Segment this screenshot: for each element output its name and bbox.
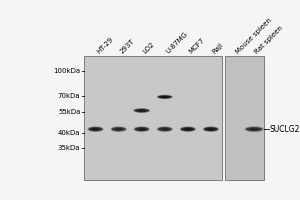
Ellipse shape — [203, 126, 219, 132]
Ellipse shape — [134, 126, 150, 132]
Text: Raji: Raji — [211, 42, 224, 55]
Ellipse shape — [134, 109, 149, 112]
Text: 293T: 293T — [118, 38, 135, 55]
Ellipse shape — [133, 108, 150, 113]
Ellipse shape — [207, 128, 215, 130]
Ellipse shape — [180, 126, 196, 132]
Ellipse shape — [110, 126, 127, 132]
Text: Mouse spleen: Mouse spleen — [234, 17, 272, 55]
Bar — [224, 56, 264, 180]
Ellipse shape — [157, 95, 173, 99]
Ellipse shape — [157, 126, 173, 132]
Ellipse shape — [246, 127, 262, 131]
Bar — [84, 56, 223, 180]
Ellipse shape — [244, 126, 264, 132]
Ellipse shape — [92, 128, 100, 130]
Text: U-87MG: U-87MG — [165, 31, 189, 55]
Text: LO2: LO2 — [142, 41, 155, 55]
Ellipse shape — [160, 128, 169, 130]
Ellipse shape — [135, 127, 149, 131]
Text: 40kDa: 40kDa — [58, 130, 80, 136]
Ellipse shape — [158, 127, 172, 131]
Ellipse shape — [87, 126, 104, 132]
Text: Rat spleen: Rat spleen — [254, 25, 284, 55]
Ellipse shape — [249, 128, 259, 130]
Ellipse shape — [88, 127, 103, 131]
Text: HT-29: HT-29 — [95, 36, 114, 55]
Ellipse shape — [112, 127, 126, 131]
Ellipse shape — [115, 128, 123, 130]
Text: 35kDa: 35kDa — [58, 145, 80, 151]
Ellipse shape — [204, 127, 218, 131]
Ellipse shape — [138, 128, 146, 130]
Ellipse shape — [158, 95, 172, 99]
Ellipse shape — [184, 128, 192, 130]
Text: 70kDa: 70kDa — [58, 93, 80, 99]
Text: MCF7: MCF7 — [188, 37, 206, 55]
Ellipse shape — [137, 110, 146, 112]
Text: 100kDa: 100kDa — [53, 68, 80, 74]
Ellipse shape — [160, 96, 169, 98]
Text: 55kDa: 55kDa — [58, 109, 80, 115]
Text: SUCLG2: SUCLG2 — [269, 125, 300, 134]
Ellipse shape — [181, 127, 195, 131]
